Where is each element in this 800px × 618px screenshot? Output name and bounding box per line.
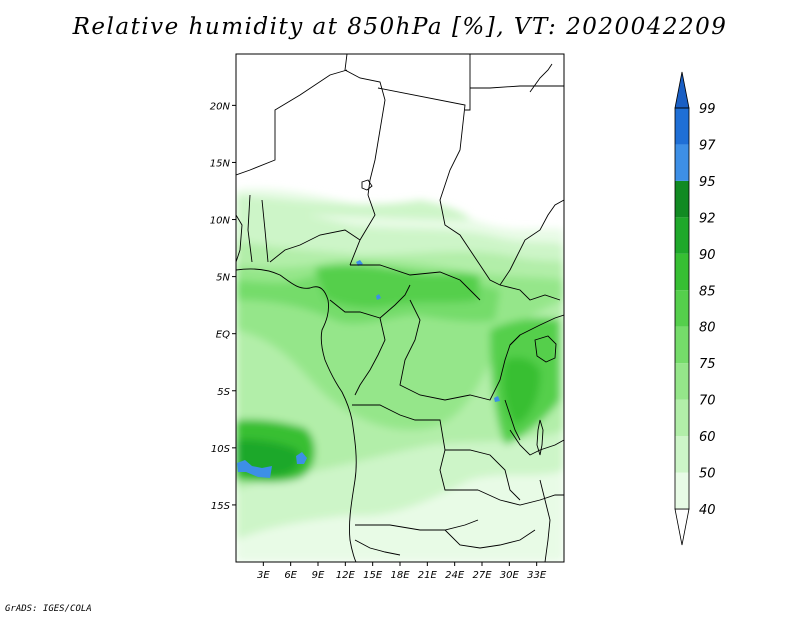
lon-tick-label: 18E <box>390 570 410 581</box>
humidity-patch-97b <box>296 452 307 464</box>
lon-tick-label: 30E <box>500 570 520 581</box>
colorbar-segment <box>675 399 689 437</box>
colorbar-segment <box>675 217 689 254</box>
colorbar-label: 92 <box>699 211 716 226</box>
humidity-patch-97e <box>494 396 500 402</box>
border-ghana <box>247 194 253 263</box>
border-car <box>350 264 481 301</box>
colorbar: 40 50 60 70 75 80 85 90 92 95 97 99 <box>674 71 716 546</box>
lon-tick-label: 33E <box>527 570 547 581</box>
border-lake-tanganyika <box>504 399 521 441</box>
lon-tick-label: 27E <box>472 570 492 581</box>
coastline-west-africa <box>236 268 357 562</box>
chart-title: Relative humidity at 850hPa [%], VT: 202… <box>72 14 728 40</box>
border-botswana <box>444 529 536 549</box>
lat-tick-label: 10N <box>210 216 231 227</box>
colorbar-label: 80 <box>699 321 716 336</box>
border-libya-egypt <box>465 54 471 111</box>
colorbar-segment <box>675 253 689 291</box>
humidity-patch-97c <box>356 260 363 266</box>
border-zambia-zimbabwe <box>477 489 564 506</box>
humidity-patch-97d <box>376 294 381 300</box>
lake-chad <box>361 179 373 191</box>
humidity-patch-97 <box>237 460 272 478</box>
colorbar-segment <box>675 144 689 181</box>
border-south <box>354 539 401 556</box>
colorbar-top-triangle <box>674 71 690 109</box>
colorbar-bottom-triangle <box>674 508 690 546</box>
colorbar-label: 60 <box>699 430 716 445</box>
longitude-axis: 3E 6E 9E 12E 15E 18E 21E 24E 27E 30E 33E <box>257 562 547 581</box>
border-niger-chad <box>349 194 376 266</box>
colorbar-label: 40 <box>699 503 716 518</box>
colorbar-label: 85 <box>699 284 716 299</box>
colorbar-label: 70 <box>699 394 716 409</box>
lake-malawi <box>536 419 544 456</box>
humidity-field <box>236 188 564 562</box>
border-angola-namibia <box>355 519 479 531</box>
colorbar-label: 99 <box>699 102 716 117</box>
lon-tick-label: 12E <box>336 570 356 581</box>
border-chad-sudan <box>439 199 561 301</box>
colorbar-frame <box>674 107 690 510</box>
lat-tick-label: 15N <box>210 158 231 169</box>
border-algeria-libya <box>344 54 386 196</box>
lon-tick-label: 15E <box>363 570 383 581</box>
lat-tick-label: EQ <box>216 330 230 341</box>
border-sudan-ethiopia <box>499 199 564 286</box>
colorbar-label: 97 <box>699 138 716 153</box>
colorbar-label: 90 <box>699 248 716 263</box>
border-mali-niger <box>236 69 348 176</box>
nile-delta-coast <box>470 85 564 89</box>
country-borders <box>236 54 564 562</box>
border-benin-togo <box>261 199 269 263</box>
lat-tick-label: 10S <box>211 444 231 455</box>
border-congo-drc <box>354 317 386 396</box>
colorbar-segment <box>675 326 689 364</box>
border-drc-angola <box>352 404 478 491</box>
humidity-region-90b <box>503 357 541 425</box>
lat-tick-label: 5S <box>217 387 230 398</box>
lon-tick-label: 9E <box>312 570 325 581</box>
colorbar-segment <box>675 290 689 327</box>
colorbar-segment <box>675 108 689 145</box>
colorbar-segment <box>675 436 689 473</box>
colorbar-segment <box>675 472 689 509</box>
credit-text: GrADS: IGES/COLA <box>5 604 92 614</box>
border-mozambique <box>539 479 551 562</box>
border-nigeria <box>269 229 361 263</box>
colorbar-label: 95 <box>699 175 716 190</box>
border-tanzania <box>509 429 564 456</box>
red-sea-coast <box>529 63 553 93</box>
lon-tick-label: 3E <box>257 570 270 581</box>
colorbar-label: 75 <box>699 357 716 372</box>
latitude-axis: 20N 15N 10N 5N EQ 5S 10S 15S <box>210 101 236 512</box>
lon-tick-label: 24E <box>445 570 465 581</box>
humidity-region-85 <box>315 265 480 308</box>
border-angola-zambia <box>445 449 521 501</box>
colorbar-segment <box>675 180 689 218</box>
lake-victoria <box>534 335 557 363</box>
lat-tick-label: 5N <box>216 273 230 284</box>
colorbar-label: 50 <box>699 467 716 482</box>
border-libya-sudan <box>377 87 466 201</box>
lat-tick-label: 15S <box>211 501 231 512</box>
colorbar-segment <box>675 363 689 400</box>
lon-tick-label: 21E <box>418 570 438 581</box>
border-drc-east <box>399 299 521 401</box>
lat-tick-label: 20N <box>210 101 231 112</box>
humidity-region-50-north <box>236 195 470 220</box>
border-kenya-uganda <box>509 314 564 346</box>
border-westmost <box>236 214 243 263</box>
lon-tick-label: 6E <box>284 570 297 581</box>
